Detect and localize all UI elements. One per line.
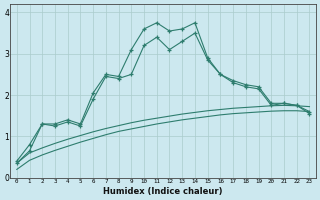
X-axis label: Humidex (Indice chaleur): Humidex (Indice chaleur) <box>103 187 223 196</box>
